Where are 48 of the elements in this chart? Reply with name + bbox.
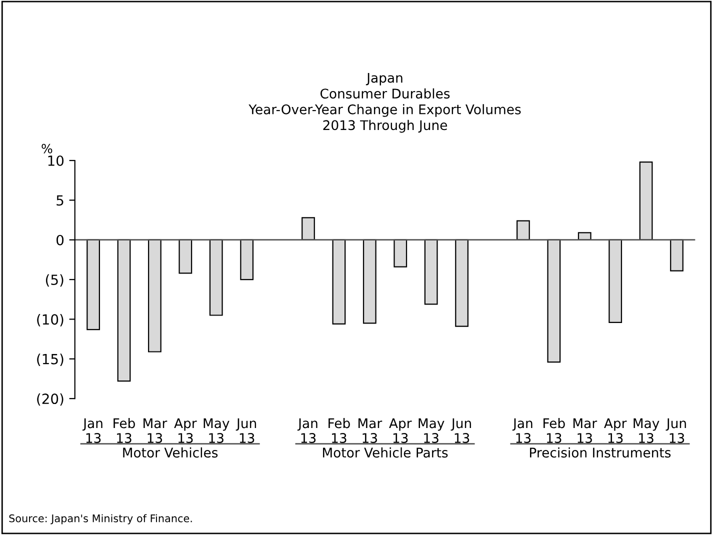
- x-tick-label: Feb 13: [114, 418, 135, 444]
- y-axis-title: %: [42, 144, 52, 154]
- text: Motor Vehicles: [123, 447, 218, 458]
- x-tick-label: Apr 13: [389, 418, 412, 444]
- y-tick-label: 10: [48, 155, 64, 166]
- source-note: Source: Japan's Ministry of Finance.: [9, 514, 192, 524]
- x-tick-label: Jan 13: [512, 418, 532, 444]
- x-tick-label: May 13: [418, 418, 444, 444]
- x-tick-label: Mar 13: [144, 418, 168, 444]
- x-tick-label: Apr 13: [604, 418, 627, 444]
- x-tick-label: Jan 13: [82, 418, 102, 444]
- x-tick-label: Feb 13: [544, 418, 565, 444]
- bar: [302, 217, 315, 240]
- x-tick-label: May 13: [634, 418, 660, 444]
- text: Precision Instruments: [530, 447, 671, 458]
- bar: [86, 239, 100, 330]
- bar: [670, 239, 684, 272]
- chart-title: Japan Consumer Durables Year-Over-Year Change in Export Volumes 2013 Through June: [248, 72, 521, 133]
- text: Motor Vehicle Parts: [323, 447, 448, 458]
- x-tick-label: Mar 13: [358, 418, 382, 444]
- y-tick-label: (5): [46, 274, 64, 287]
- x-tick-label: Jan 13: [297, 418, 318, 444]
- y-tick-label: (20): [37, 393, 64, 406]
- x-tick-label: Apr 13: [174, 418, 197, 444]
- bar: [240, 239, 254, 280]
- y-tick-label: 5: [56, 195, 64, 206]
- bar: [455, 239, 468, 327]
- x-tick-label: Jun 13: [450, 418, 471, 444]
- bar: [178, 239, 192, 274]
- bar: [424, 239, 438, 305]
- x-tick-label: Jun 13: [236, 418, 256, 444]
- bar: [332, 239, 346, 325]
- x-tick-label: Feb 13: [328, 418, 350, 444]
- bar: [117, 239, 131, 382]
- x-tick-label: Mar 13: [573, 418, 598, 444]
- y-tick-label: (15): [37, 354, 64, 366]
- y-tick-label: 0: [56, 234, 64, 246]
- bar: [209, 239, 223, 316]
- bar: [362, 239, 376, 324]
- bar: [394, 239, 408, 268]
- x-tick-label: May 13: [204, 418, 230, 444]
- bar: [547, 239, 561, 363]
- bar: [148, 239, 162, 352]
- bar: [639, 162, 653, 240]
- bar: [516, 220, 530, 240]
- bar: [608, 239, 622, 323]
- y-tick-label: (10): [37, 314, 64, 326]
- x-tick-label: Jun 13: [666, 418, 686, 444]
